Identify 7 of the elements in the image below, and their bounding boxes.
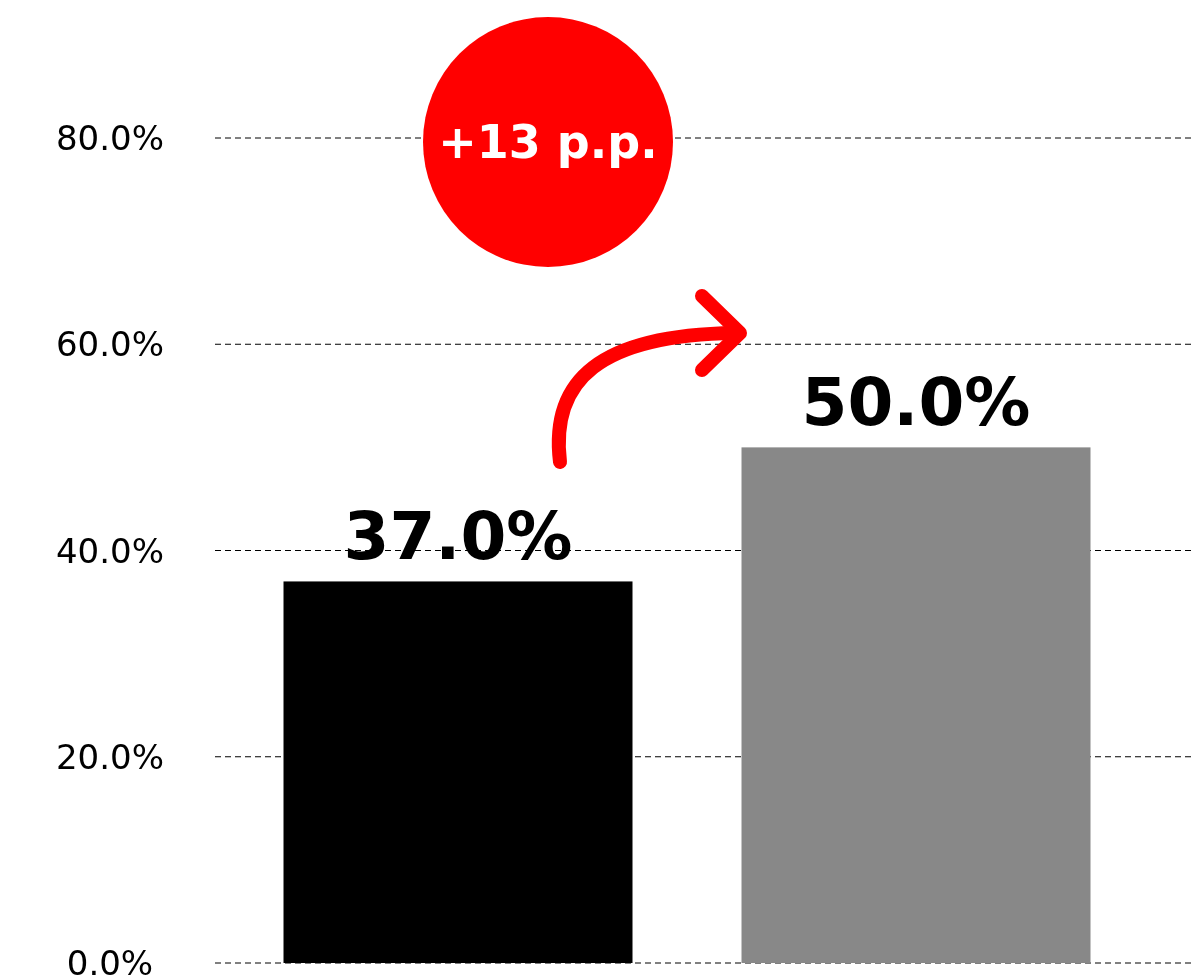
y-tick-label: 20.0% [55,736,165,777]
annotation: +13 p.p. [438,115,658,169]
y-tick-label: 60.0% [55,324,165,365]
y-tick-label: 80.0% [55,118,165,158]
y-tick-label: 40.0% [55,530,165,571]
y-tick-label: 0.0% [66,943,154,978]
data-label: 50.0% [801,364,1031,442]
